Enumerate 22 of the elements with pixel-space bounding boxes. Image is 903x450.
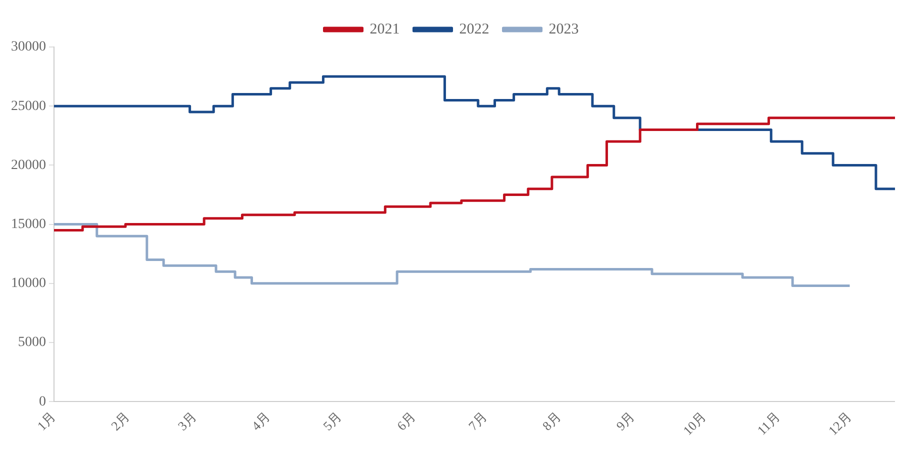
y-tick-label: 30000 bbox=[11, 40, 46, 55]
x-tick-label: 2月 bbox=[108, 409, 132, 434]
x-tick-label: 7月 bbox=[465, 409, 490, 434]
x-tick-label: 8月 bbox=[539, 409, 564, 434]
y-tick-label: 25000 bbox=[11, 98, 46, 114]
x-tick-label: 11月 bbox=[754, 409, 783, 438]
x-tick-label: 5月 bbox=[320, 409, 344, 434]
x-tick-label: 4月 bbox=[248, 409, 273, 434]
y-tick-label: 10000 bbox=[11, 276, 46, 292]
y-tick-label: 0 bbox=[39, 394, 46, 410]
y-tick-label: 15000 bbox=[11, 216, 46, 232]
x-tick-label: 10月 bbox=[680, 409, 709, 438]
x-tick-label: 3月 bbox=[174, 409, 200, 434]
x-tick-label: 12月 bbox=[825, 409, 854, 438]
y-tick-label: 20000 bbox=[11, 158, 46, 173]
legend-label: 2021 bbox=[370, 21, 400, 38]
legend-label: 2023 bbox=[548, 21, 579, 38]
legend-label: 2022 bbox=[459, 21, 490, 38]
x-tick-label: 6月 bbox=[394, 409, 418, 434]
x-tick-label: 1月 bbox=[34, 409, 59, 434]
y-tick-label: 5000 bbox=[18, 335, 46, 350]
x-tick-label: 9月 bbox=[613, 409, 638, 434]
